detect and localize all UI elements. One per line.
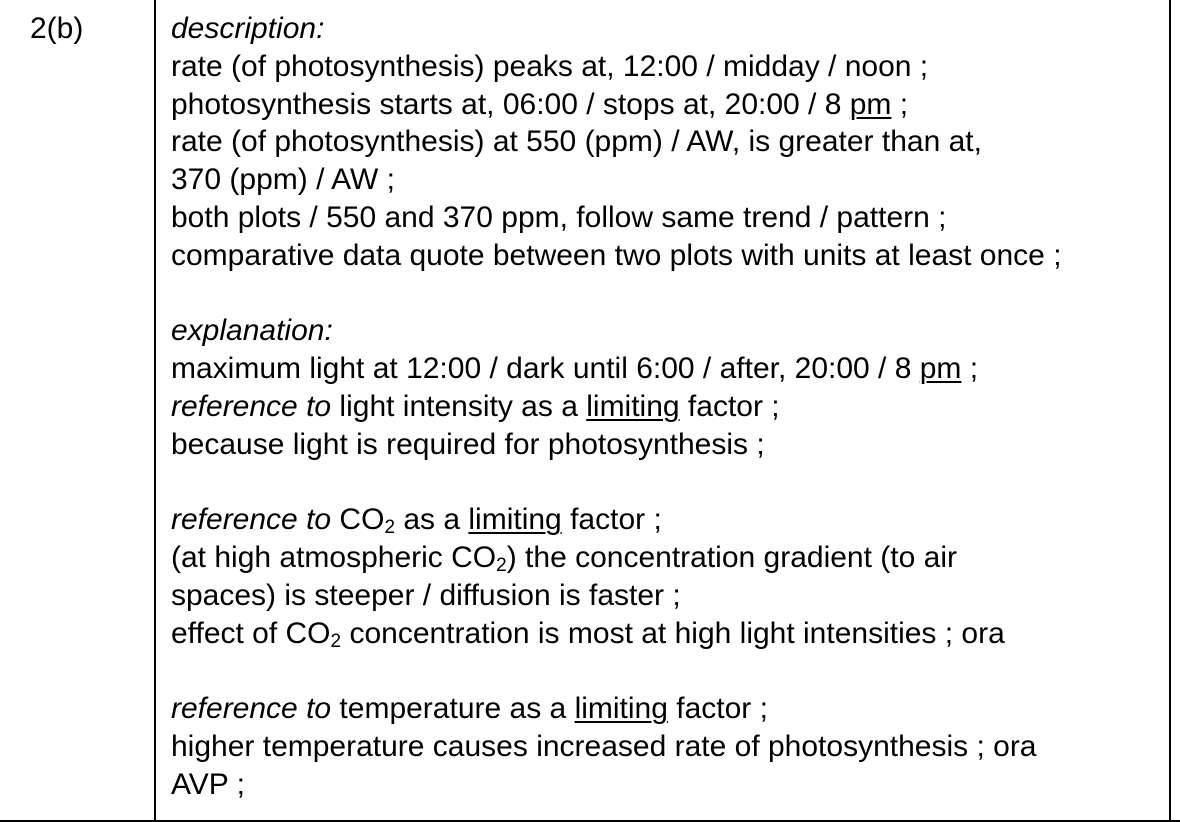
co2-point-3: effect of CO2 concentration is most at h… xyxy=(171,616,1005,652)
description-point-3-cont: 370 (ppm) / AW ; xyxy=(171,163,395,197)
table-border-right xyxy=(1169,0,1171,822)
description-point-3: rate (of photosynthesis) at 550 (ppm) / … xyxy=(171,125,982,159)
temperature-point-3: AVP ; xyxy=(171,767,245,801)
description-point-2: photosynthesis starts at, 06:00 / stops … xyxy=(171,87,909,121)
explanation-point-3: because light is required for photosynth… xyxy=(171,427,765,461)
table-border-bottom xyxy=(0,820,1180,822)
answer-cell: description: rate (of photosynthesis) pe… xyxy=(171,10,1166,804)
co2-point-2-cont: spaces) is steeper / diffusion is faster… xyxy=(171,578,681,612)
table-divider-left xyxy=(154,0,156,822)
description-heading: description: xyxy=(171,12,325,45)
co2-point-2: (at high atmospheric CO2) the concentrat… xyxy=(171,541,957,577)
explanation-point-2: reference to light intensity as a limiti… xyxy=(171,389,780,423)
description-point-1: rate (of photosynthesis) peaks at, 12:00… xyxy=(171,49,929,83)
explanation-point-1: maximum light at 12:00 / dark until 6:00… xyxy=(171,352,979,386)
co2-point-1: reference to CO2 as a limiting factor ; xyxy=(171,503,662,539)
question-number: 2(b) xyxy=(30,12,84,45)
description-point-4: both plots / 550 and 370 ppm, follow sam… xyxy=(171,200,947,234)
description-point-5: comparative data quote between two plots… xyxy=(171,238,1062,272)
temperature-point-2: higher temperature causes increased rate… xyxy=(171,730,1037,764)
explanation-heading: explanation: xyxy=(171,314,333,348)
temperature-point-1: reference to temperature as a limiting f… xyxy=(171,692,768,726)
